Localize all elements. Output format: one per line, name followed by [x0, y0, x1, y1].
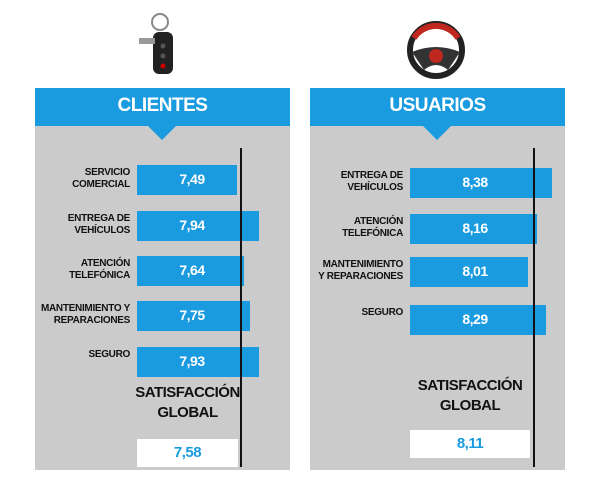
header-band — [310, 88, 565, 126]
category-label: ENTREGA DE VEHÍCULOS — [67, 213, 131, 236]
bar — [137, 347, 259, 377]
header-notch — [148, 126, 176, 140]
category-label: MANTENIMIENTO Y REPARACIONES — [318, 259, 403, 282]
header-notch — [423, 126, 451, 140]
key-icon — [139, 13, 173, 74]
category-label: MANTENIMIENTO Y REPARACIONES — [40, 303, 130, 326]
value-label: 8,16 — [462, 220, 488, 236]
category-label: ENTREGA DE VEHÍCULOS — [340, 170, 404, 193]
category-label: ATENCIÓN TELEFÓNICA — [342, 216, 403, 239]
global-label: SATISFACCIÓN GLOBAL — [135, 384, 240, 421]
chart-title: CLIENTES — [117, 95, 208, 116]
reference-line — [533, 148, 536, 467]
value-label: 7,64 — [179, 262, 205, 278]
header-band — [35, 88, 290, 126]
steering-wheel-icon — [407, 21, 465, 79]
category-label: SEGURO — [88, 349, 130, 360]
bar — [137, 211, 260, 241]
category-label: SERVICIO COMERCIAL — [72, 167, 130, 190]
bar — [410, 305, 546, 335]
value-label: 7,94 — [179, 217, 205, 233]
bar — [410, 214, 538, 244]
chart-title: USUARIOS — [389, 95, 486, 116]
value-label: 8,01 — [462, 263, 488, 279]
reference-line — [240, 148, 243, 467]
value-label: 7,75 — [179, 307, 205, 323]
category-label: ATENCIÓN TELEFÓNICA — [69, 258, 130, 281]
bar — [137, 165, 237, 195]
global-value-box: 8,11 — [410, 430, 530, 458]
bar — [410, 257, 528, 287]
value-label: 7,93 — [179, 353, 205, 369]
value-label: 7,49 — [179, 171, 205, 187]
global-value: 7,58 — [173, 444, 202, 461]
value-label: 8,29 — [462, 311, 488, 327]
global-value: 8,11 — [456, 435, 484, 452]
bar — [410, 168, 552, 198]
category-label: SEGURO — [361, 307, 403, 318]
global-label: SATISFACCIÓN GLOBAL — [417, 377, 523, 414]
global-value-box: 7,58 — [137, 439, 238, 467]
bar — [137, 301, 250, 331]
bar — [137, 256, 245, 286]
value-label: 8,38 — [462, 174, 488, 190]
